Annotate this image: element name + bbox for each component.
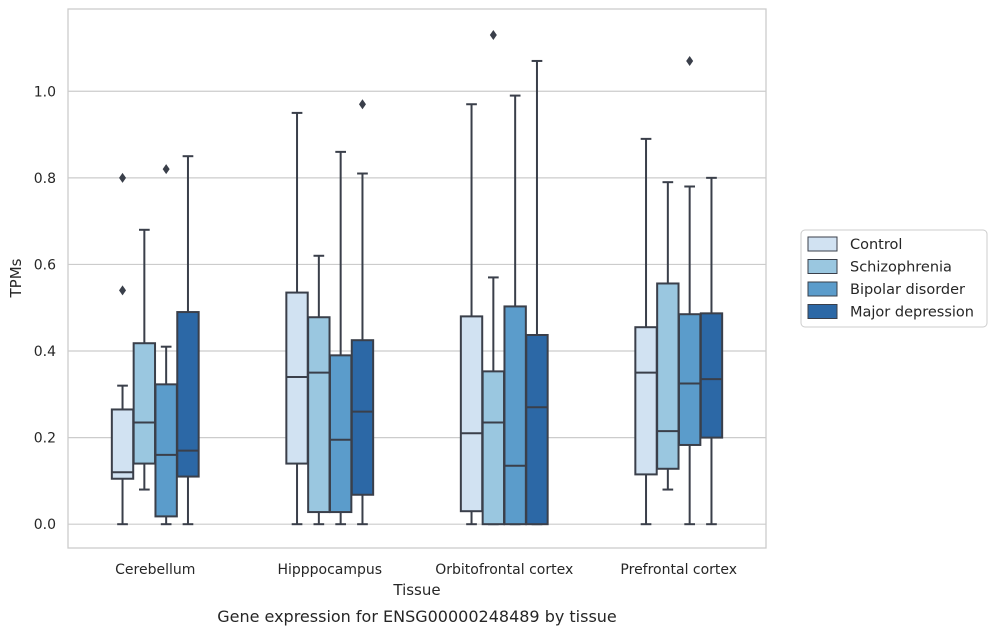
box-iqr (634, 326, 658, 476)
y-tick-label: 0.4 (34, 344, 56, 360)
legend-label: Control (850, 237, 902, 253)
legend-label: Bipolar disorder (850, 282, 965, 298)
box-iqr (503, 305, 527, 526)
x-tick-label: Orbitofrontal cortex (435, 562, 573, 578)
x-tick-labels: Cerebellum Hipppocampus Orbitofrontal cort… (115, 562, 737, 578)
box-major-depression (176, 155, 200, 526)
legend-swatch (807, 281, 838, 297)
x-tick-label: Prefrontal cortex (620, 562, 737, 578)
legend-swatch (807, 236, 838, 252)
outlier-point (489, 29, 497, 40)
box-iqr (350, 339, 375, 496)
legend-label: Major depression (850, 305, 974, 321)
x-tick-label: Hipppocampus (277, 562, 382, 578)
box-bipolar-disorder (677, 55, 702, 526)
box-schizophrenia (656, 181, 680, 491)
box-iqr (656, 282, 680, 470)
outlier-point (686, 55, 694, 66)
box-iqr (328, 354, 353, 514)
box-iqr (677, 313, 702, 446)
box-layer (110, 29, 724, 526)
outlier-point (358, 99, 366, 110)
box-major-depression (525, 59, 549, 526)
box-iqr (154, 383, 178, 518)
legend-items: Control Schizophrenia Bipolar disorder Majo… (807, 236, 974, 321)
x-tick-label: Cerebellum (115, 562, 195, 578)
box-iqr (307, 316, 331, 514)
x-axis-label: Tissue (392, 581, 440, 599)
box-major-depression (350, 99, 375, 526)
box-iqr (176, 311, 200, 478)
box-iqr (699, 312, 724, 439)
y-tick-label: 0.0 (34, 517, 56, 533)
box-iqr (285, 291, 309, 465)
legend-frame (800, 229, 988, 328)
y-tick-label: 0.8 (34, 171, 56, 187)
outlier-point (119, 285, 127, 296)
plot-frame (67, 8, 767, 549)
box-schizophrenia (132, 228, 157, 491)
box-schizophrenia (307, 254, 331, 526)
box-control (634, 137, 658, 526)
outlier-point (119, 172, 127, 183)
legend-label: Schizophrenia (850, 260, 952, 276)
legend-swatch (807, 259, 838, 274)
box-control (285, 111, 309, 526)
y-tick-labels: 0.0 0.2 0.4 0.6 0.8 1.0 (34, 84, 56, 533)
y-tick-label: 1.0 (34, 84, 56, 100)
figure-caption: Gene expression for ENSG00000248489 by t… (217, 607, 617, 626)
y-axis-label: TPMs (7, 258, 25, 298)
box-iqr (525, 333, 549, 526)
box-iqr (459, 315, 484, 513)
box-iqr (481, 370, 506, 526)
legend-swatch (807, 304, 838, 319)
box-schizophrenia (481, 29, 506, 526)
y-tick-label: 0.2 (34, 431, 56, 447)
box-bipolar-disorder (154, 164, 178, 526)
box-major-depression (699, 176, 724, 526)
box-iqr (132, 342, 157, 465)
outlier-point (162, 164, 170, 175)
box-bipolar-disorder (503, 94, 527, 526)
box-bipolar-disorder (328, 150, 353, 526)
box-control (459, 103, 484, 526)
legend: Control Schizophrenia Bipolar disorder Majo… (800, 229, 988, 328)
y-tick-label: 0.6 (34, 257, 56, 273)
box-iqr (110, 408, 135, 480)
box-control (110, 172, 135, 526)
